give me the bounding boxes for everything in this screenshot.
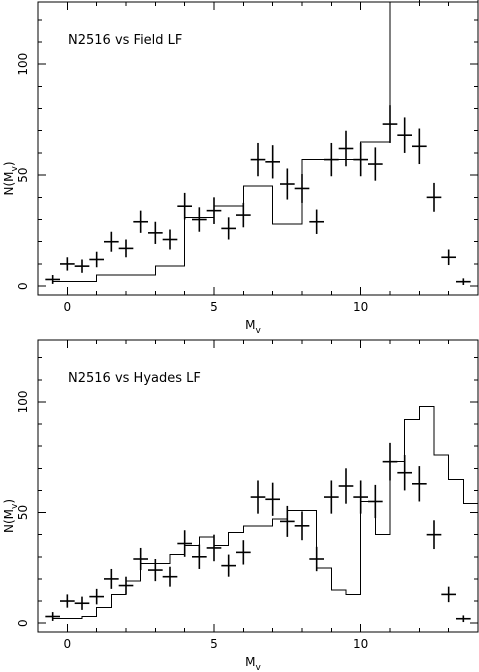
x-axis-label-main: M: [245, 318, 255, 332]
y-axis-label: N(Mv): [2, 161, 20, 195]
x-tick-label: 10: [353, 300, 368, 314]
data-point: [45, 612, 60, 621]
y-axis-label-close: ): [2, 161, 16, 166]
data-point: [177, 530, 192, 557]
y-axis-label-main: N(M: [2, 509, 16, 533]
data-point: [60, 594, 75, 608]
y-axis-label-close: ): [2, 499, 16, 504]
data-point: [412, 128, 427, 165]
data-point: [148, 221, 163, 244]
x-axis-label-main: M: [245, 655, 255, 669]
data-point: [177, 192, 192, 220]
data-point: [250, 480, 266, 514]
data-point: [441, 249, 456, 266]
data-point: [456, 615, 471, 623]
data-point: [382, 105, 398, 143]
data-point: [60, 257, 75, 271]
data-point: [294, 174, 310, 203]
y-axis-label: N(Mv): [2, 499, 20, 533]
data-point: [382, 442, 398, 481]
data-point: [324, 480, 339, 514]
plot-frame: [37, 1, 479, 296]
panel-title: N2516 vs Hyades LF: [68, 371, 201, 386]
data-point: [162, 229, 178, 250]
y-tick-label: 0: [16, 282, 30, 290]
data-point: [324, 142, 339, 177]
data-point: [309, 546, 324, 572]
data-point: [192, 207, 207, 232]
x-axis-label: Mv: [245, 655, 261, 672]
y-tick-label: 100: [16, 390, 30, 413]
y-axis-label-sub: v: [10, 503, 20, 509]
data-point: [426, 520, 442, 550]
y-axis-label-main: N(M: [2, 172, 16, 196]
data-point: [397, 117, 412, 153]
x-tick-label: 0: [64, 300, 72, 314]
data-point: [338, 130, 354, 167]
data-point: [426, 182, 442, 212]
data-point: [74, 596, 90, 610]
panel-title: N2516 vs Field LF: [68, 33, 182, 48]
data-point: [280, 168, 295, 200]
x-axis-label: Mv: [245, 318, 261, 336]
data-point: [74, 259, 90, 273]
data-point: [133, 210, 148, 233]
data-point: [338, 468, 354, 504]
data-point: [353, 142, 368, 177]
data-point: [45, 275, 60, 284]
x-tick-label: 0: [64, 637, 72, 651]
data-point: [353, 480, 368, 514]
data-point: [294, 511, 310, 541]
x-tick-label: 10: [353, 637, 368, 651]
y-tick-label: 50: [16, 505, 30, 520]
data-point: [236, 202, 251, 228]
x-axis-label-sub: v: [256, 663, 262, 672]
model-lf-step-line: [52, 405, 478, 620]
plot-frame: [37, 339, 479, 633]
y-tick-label: 0: [16, 619, 30, 627]
data-point: [280, 505, 295, 537]
data-point: [265, 482, 280, 516]
data-point: [250, 142, 266, 177]
data-point: [456, 278, 471, 286]
data-point: [89, 588, 104, 605]
data-point: [192, 544, 207, 569]
data-point: [221, 217, 236, 240]
data-point: [118, 239, 134, 258]
data-point: [133, 547, 148, 571]
data-point: [206, 534, 222, 562]
data-point: [104, 568, 119, 589]
model-lf-step-line: [52, 0, 479, 283]
data-point: [309, 209, 324, 234]
x-tick-label: 5: [210, 300, 218, 314]
y-tick-label: 100: [16, 53, 30, 76]
data-point: [104, 231, 119, 252]
data-point: [441, 586, 456, 603]
data-point: [265, 145, 280, 179]
y-tick-label: 50: [16, 167, 30, 182]
data-point: [412, 466, 427, 502]
data-point: [397, 455, 412, 491]
y-axis-label-sub: v: [10, 166, 20, 172]
data-point: [89, 251, 104, 268]
data-point: [368, 484, 383, 519]
data-point: [221, 554, 236, 577]
x-tick-label: 5: [210, 637, 218, 651]
data-point: [236, 540, 251, 565]
data-point: [162, 566, 178, 587]
data-point: [148, 559, 163, 582]
data-point: [368, 147, 383, 181]
data-point: [118, 576, 134, 595]
x-axis-label-sub: v: [256, 326, 262, 336]
data-point: [206, 197, 222, 224]
